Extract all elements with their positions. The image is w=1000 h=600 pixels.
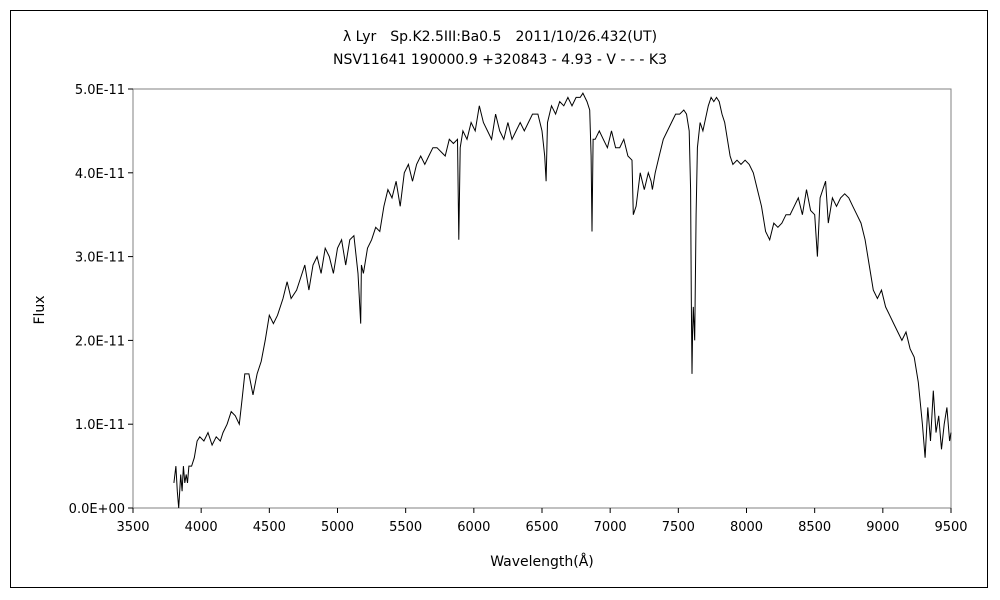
chart-subtitle: NSV11641 190000.9 +320843 - 4.93 - V - -… xyxy=(332,52,668,68)
x-tick-label: 4000 xyxy=(185,520,218,535)
y-tick-label: 0.0E+00 xyxy=(69,502,125,517)
x-tick-label: 7000 xyxy=(594,520,627,535)
y-tick-label: 2.0E-11 xyxy=(75,334,125,349)
x-tick-label: 6000 xyxy=(457,520,490,535)
x-tick-label: 5500 xyxy=(389,520,422,535)
plot-area xyxy=(132,88,952,509)
y-tick-label: 5.0E-11 xyxy=(75,83,125,98)
x-tick-label: 4500 xyxy=(253,520,286,535)
x-tick-label: 3500 xyxy=(116,520,149,535)
x-tick-label: 9500 xyxy=(934,520,967,535)
y-tick-label: 3.0E-11 xyxy=(75,251,125,266)
x-tick-label: 5000 xyxy=(321,520,354,535)
chart-title: λ Lyr Sp.K2.5III:Ba0.5 2011/10/26.432(UT… xyxy=(342,29,658,45)
y-tick-label: 4.0E-11 xyxy=(75,167,125,182)
x-tick-label: 7500 xyxy=(662,520,695,535)
x-tick-label: 8000 xyxy=(730,520,763,535)
x-tick-label: 8500 xyxy=(798,520,831,535)
flux-series-line xyxy=(173,92,952,509)
y-tick-label: 1.0E-11 xyxy=(75,418,125,433)
x-axis-label: Wavelength(Å) xyxy=(490,553,594,570)
y-axis-label: Flux xyxy=(32,295,48,324)
x-tick-label: 9000 xyxy=(866,520,899,535)
x-tick-label: 6500 xyxy=(525,520,558,535)
